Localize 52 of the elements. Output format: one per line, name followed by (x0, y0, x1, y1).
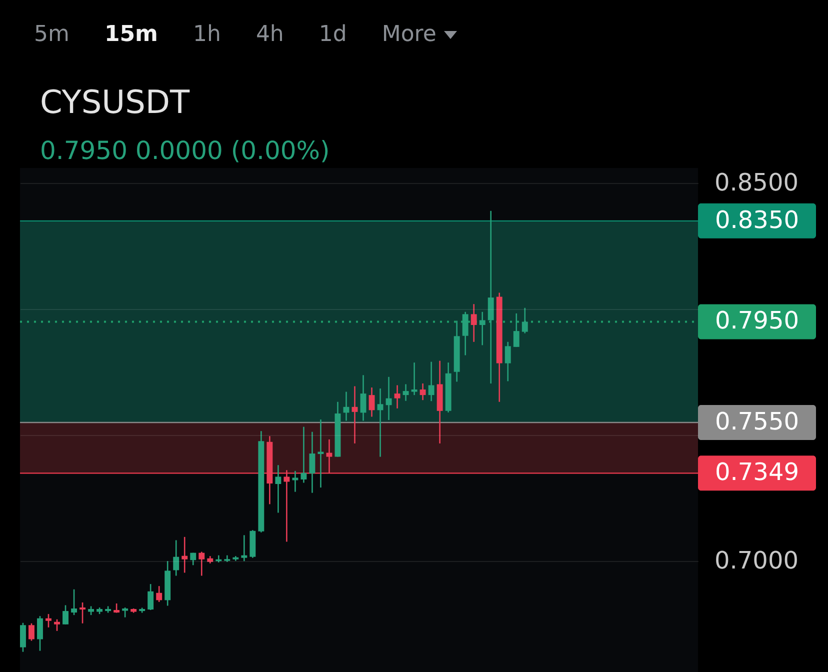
candlestick (275, 464, 282, 514)
candlestick (360, 374, 366, 422)
candlestick (62, 604, 68, 626)
candlestick (522, 307, 528, 334)
candlestick (402, 384, 409, 402)
text: 4h (256, 21, 284, 49)
ref-line-label: 0.7950 (715, 306, 799, 335)
text: 1d (318, 21, 347, 49)
text: 5m (34, 21, 70, 49)
candlestick (28, 622, 34, 642)
y-tick-label: 0.8500 (714, 168, 798, 197)
candlestick (394, 384, 400, 410)
candlestick (513, 312, 520, 348)
candlestick (377, 388, 384, 458)
candlestick (462, 311, 468, 356)
candlestick (148, 583, 154, 611)
candlestick (479, 311, 486, 346)
candlestick (420, 382, 426, 401)
candlestick (504, 341, 511, 382)
candlestick (368, 386, 375, 418)
candlestick (46, 613, 52, 628)
text: 15m (104, 21, 158, 49)
candlestick (386, 376, 392, 421)
candlestick (37, 615, 43, 652)
candlestick (182, 536, 188, 574)
chart-title: CYSUSDT (40, 83, 190, 121)
candlestick (156, 585, 162, 603)
text: 1h (192, 21, 221, 49)
candlestick (292, 470, 298, 492)
y-tick-label: 0.7000 (714, 546, 798, 575)
candlestick (411, 362, 418, 396)
candlestick (122, 606, 128, 618)
candlestick (20, 622, 26, 652)
candlestick (309, 431, 316, 494)
candlestick (241, 534, 248, 562)
candlestick (198, 551, 205, 576)
candlestick (173, 540, 180, 576)
text: More (382, 21, 436, 49)
candlestick (80, 602, 86, 624)
candlestick (488, 210, 494, 384)
candlestick (114, 602, 120, 614)
candlestick (54, 618, 60, 632)
candlestick (352, 386, 358, 444)
candlestick (470, 303, 477, 343)
chart-subtitle: 0.7950 0.0000 (0.00%) (40, 136, 330, 165)
candlestick (300, 426, 307, 484)
candlestick (71, 588, 77, 616)
ref-line-label: 0.8350 (715, 206, 799, 234)
ref-line-label: 0.7349 (715, 458, 799, 486)
candlestick (428, 361, 434, 402)
ref-line-label: 0.7550 (715, 408, 799, 436)
candlestick (190, 552, 196, 566)
